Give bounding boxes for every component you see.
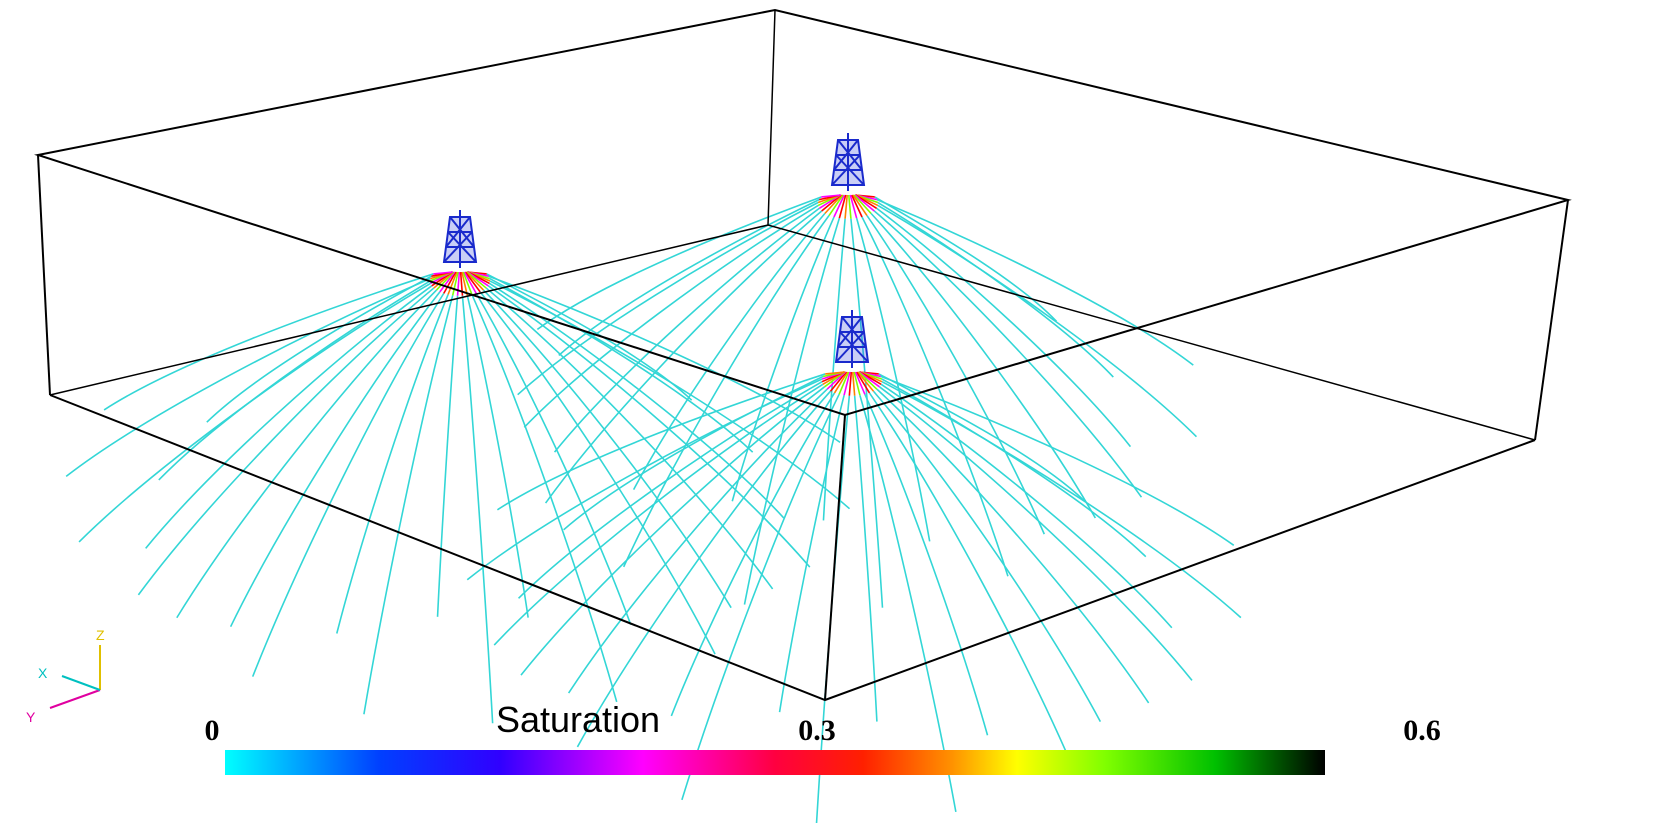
- box-edge: [768, 10, 775, 225]
- box-back-bottom: [50, 225, 1535, 440]
- streamline: [537, 197, 821, 329]
- streamline: [524, 205, 818, 427]
- well-rig: [836, 310, 868, 368]
- triad-y: [50, 690, 100, 708]
- box-edge: [1535, 200, 1568, 440]
- visualization: Z Y X Saturation 0 0.3 0.6: [0, 0, 1666, 823]
- well-rig: [444, 210, 476, 268]
- box-edge: [825, 415, 845, 700]
- streamline: [732, 217, 834, 501]
- streamline: [138, 288, 433, 595]
- streamline: [159, 281, 430, 480]
- streamline: [860, 395, 956, 812]
- colorbar-title: Saturation: [496, 699, 660, 740]
- streamline: [877, 200, 1193, 365]
- triad-y-label: Y: [26, 709, 36, 725]
- colorbar-gradient: [225, 750, 1325, 775]
- streamline: [146, 286, 432, 549]
- streamline: [467, 295, 528, 617]
- well-rig: [832, 133, 864, 191]
- triad-z-label: Z: [96, 627, 105, 643]
- streamline: [871, 213, 1095, 518]
- streamline: [624, 215, 829, 566]
- streamline: [879, 387, 1192, 681]
- colorbar: Saturation 0 0.3 0.6: [205, 699, 1441, 775]
- streamline: [476, 293, 631, 624]
- streamline: [467, 379, 822, 580]
- triad-x: [62, 676, 100, 690]
- colorbar-ticks: 0 0.3 0.6: [205, 714, 1441, 747]
- page: Z Y X Saturation 00.30.6 (() => { const …: [0, 0, 1666, 823]
- streamline: [865, 394, 988, 735]
- triad-x-label: X: [38, 665, 48, 681]
- colorbar-tick-label: 0.3: [798, 714, 836, 747]
- streamline: [877, 208, 1131, 446]
- streamline: [337, 295, 448, 634]
- box-edge: [38, 155, 50, 395]
- box-top: [38, 10, 1568, 415]
- streamline: [878, 203, 1113, 378]
- axis-triad: Z Y X: [26, 627, 105, 725]
- streamline: [462, 296, 492, 724]
- streamline: [364, 295, 453, 714]
- streamline: [881, 384, 1172, 627]
- streamline: [877, 389, 1149, 703]
- colorbar-tick-label: 0: [205, 714, 220, 747]
- streamline: [881, 376, 1234, 545]
- streamline: [878, 205, 1197, 436]
- colorbar-tick-label: 0.6: [1403, 714, 1441, 747]
- streamline: [177, 290, 437, 618]
- streamline: [490, 279, 753, 453]
